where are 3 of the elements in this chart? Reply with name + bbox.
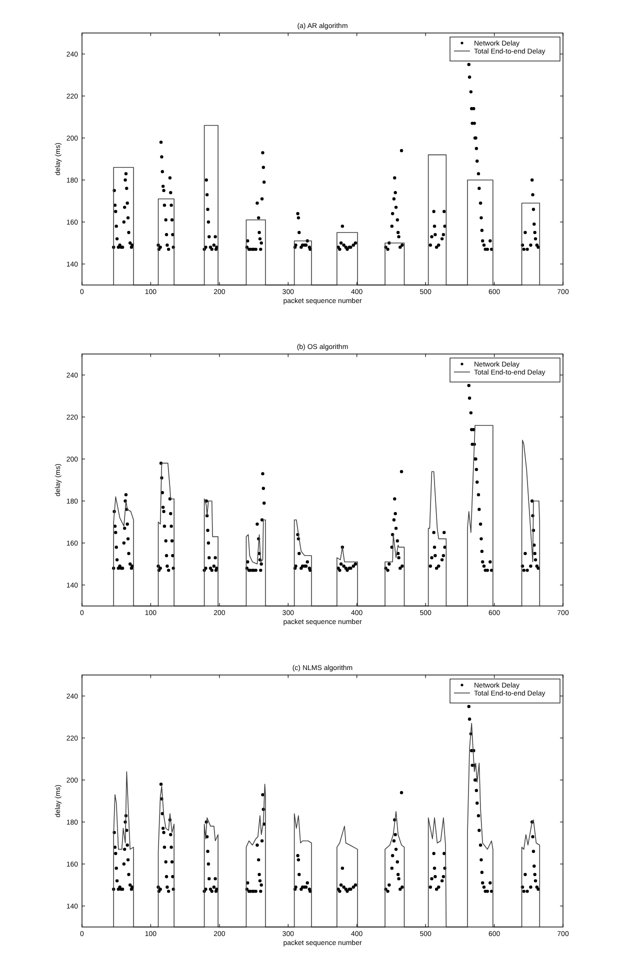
line-series [113, 425, 540, 606]
line-series [113, 722, 540, 928]
line-series [113, 125, 540, 286]
